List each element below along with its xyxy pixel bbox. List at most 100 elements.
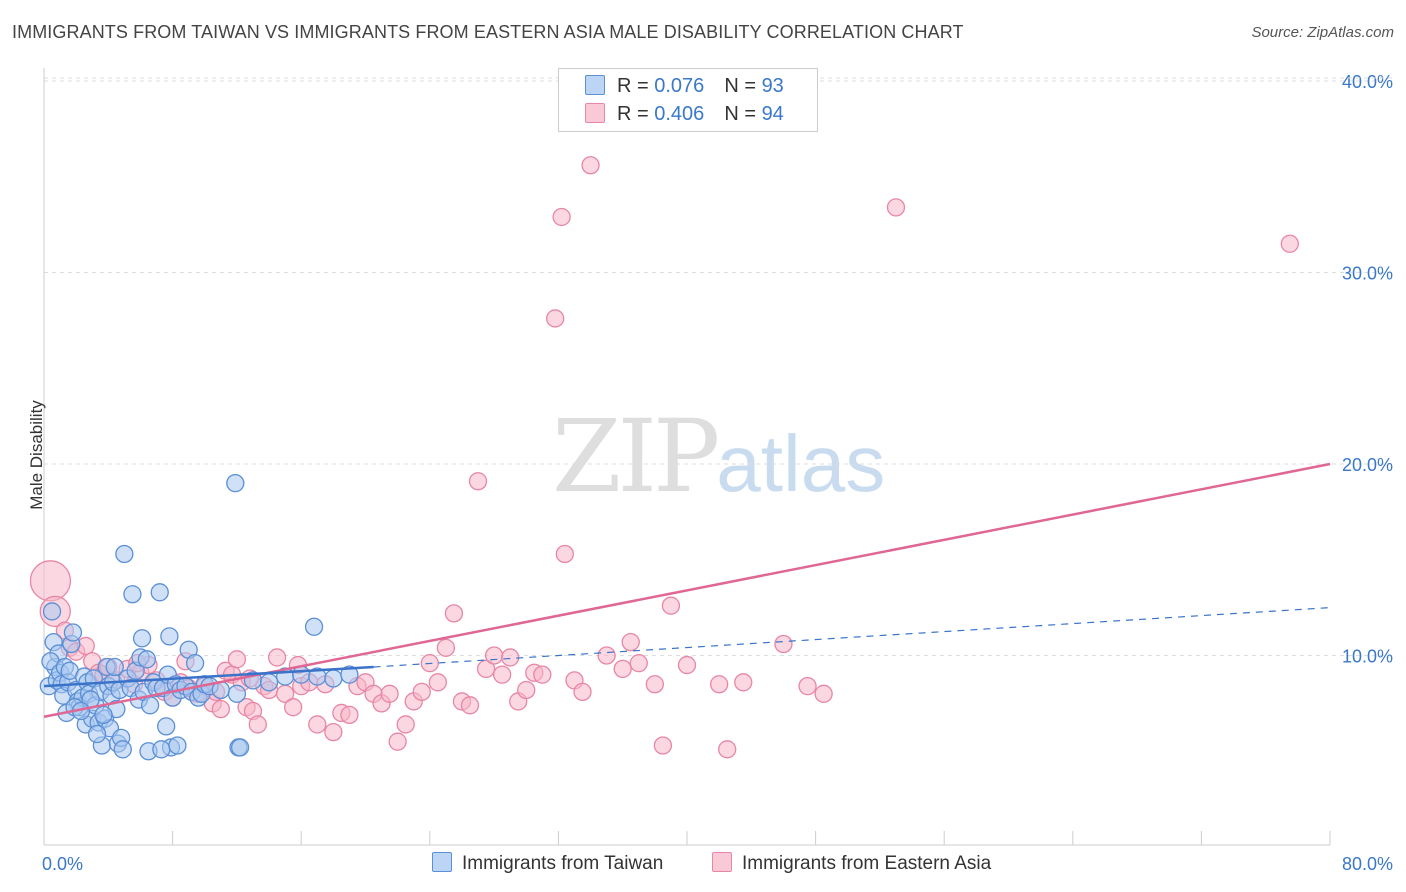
easia-point: [1280, 234, 1299, 253]
easia-point: [661, 596, 681, 615]
easia-point: [621, 632, 640, 652]
easia-point: [468, 472, 488, 491]
legend-r-value-easia: 0.406: [654, 103, 705, 125]
watermark: ZIPatlas: [552, 398, 885, 515]
legend-n-value-taiwan: 93: [761, 75, 784, 97]
legend-swatch-taiwan: [585, 75, 605, 95]
legend-row-taiwan: R = 0.076 N = 93: [585, 75, 784, 98]
easia-point: [428, 673, 447, 692]
x-tick-label-min: 0.0%: [42, 854, 83, 874]
easia-point: [248, 715, 267, 734]
easia-point: [814, 684, 833, 703]
legend-r-value-taiwan: 0.076: [654, 75, 705, 97]
taiwan-point: [63, 623, 83, 642]
x-tick-label-max: 80.0%: [1342, 854, 1393, 874]
bottom-legend-label-easia: Immigrants from Eastern Asia: [742, 853, 992, 874]
easia-point: [886, 198, 906, 217]
y-tick-label: 40.0%: [1342, 72, 1393, 92]
taiwan-point: [227, 684, 247, 703]
bottom-legend-swatch-taiwan: [432, 852, 452, 872]
taiwan-point: [137, 650, 157, 669]
y-axis-label: Male Disability: [27, 400, 46, 510]
watermark-atlas: atlas: [716, 419, 886, 508]
easia-point: [613, 659, 632, 679]
bottom-legend-swatch-easia: [712, 852, 732, 872]
bottom-legend-label-taiwan: Immigrants from Taiwan: [462, 853, 664, 874]
taiwan-point: [185, 654, 205, 673]
easia-point: [573, 682, 592, 702]
easia-point: [501, 648, 520, 667]
easia-point: [597, 646, 616, 665]
easia-point: [629, 654, 648, 673]
taiwan-trend-line-dashed: [373, 607, 1331, 668]
easia-point: [340, 705, 359, 725]
taiwan-point: [157, 717, 176, 736]
legend-n-label: N =: [724, 75, 756, 97]
easia-point: [211, 699, 230, 719]
legend-n-label: N =: [724, 103, 756, 125]
easia-point: [396, 715, 415, 734]
bottom-legend-easia: Immigrants from Eastern Asia: [712, 852, 991, 875]
taiwan-point: [123, 585, 142, 604]
easia-point: [734, 673, 753, 692]
easia-point: [460, 696, 480, 715]
easia-point: [388, 732, 407, 751]
bottom-legend-taiwan: Immigrants from Taiwan: [432, 852, 663, 875]
taiwan-point: [42, 602, 62, 621]
easia-point: [555, 544, 574, 564]
legend-r-label: R =: [617, 103, 649, 125]
taiwan-point: [132, 629, 152, 648]
easia-point: [492, 665, 512, 684]
taiwan-point: [340, 665, 359, 684]
easia-point: [284, 698, 303, 717]
taiwan-point: [226, 473, 245, 493]
easia-point: [653, 736, 673, 755]
stats-legend: R = 0.076 N = 93 R = 0.406 N = 94: [558, 68, 818, 132]
easia-point: [436, 638, 456, 657]
taiwan-point: [230, 738, 250, 757]
taiwan-point: [259, 673, 279, 692]
easia-point: [552, 207, 571, 227]
easia-point: [484, 646, 504, 665]
easia-point: [710, 675, 729, 694]
y-tick-label: 20.0%: [1342, 455, 1393, 475]
chart-title: IMMIGRANTS FROM TAIWAN VS IMMIGRANTS FRO…: [12, 22, 964, 42]
legend-r-label: R =: [617, 75, 649, 97]
legend-row-easia: R = 0.406 N = 94: [585, 103, 784, 126]
taiwan-point: [115, 544, 134, 564]
taiwan-point: [87, 724, 107, 744]
easia-point: [517, 680, 536, 700]
y-tick-label: 10.0%: [1342, 647, 1393, 667]
easia-point: [533, 665, 552, 684]
legend-swatch-easia: [585, 103, 605, 123]
easia-point: [29, 560, 72, 602]
easia-point: [774, 634, 793, 654]
easia-point: [308, 715, 327, 734]
easia-point: [476, 659, 496, 679]
easia-trend-line: [43, 462, 1331, 719]
taiwan-trend-line: [43, 665, 374, 688]
taiwan-point: [150, 583, 169, 602]
easia-point: [581, 156, 600, 175]
easia-point: [444, 604, 464, 623]
taiwan-point: [292, 665, 311, 684]
easia-point: [412, 682, 431, 702]
easia-point: [380, 684, 399, 703]
taiwan-point: [324, 669, 343, 688]
easia-point: [267, 648, 287, 667]
taiwan-point: [160, 627, 179, 646]
taiwan-point: [304, 617, 324, 636]
watermark-zip: ZIP: [552, 398, 720, 515]
taiwan-point: [94, 705, 113, 725]
taiwan-point: [105, 657, 124, 677]
easia-point: [324, 722, 343, 742]
taiwan-point: [140, 696, 160, 715]
legend-n-value-easia: 94: [761, 103, 784, 125]
taiwan-point: [113, 740, 132, 759]
source-note: Source: ZipAtlas.com: [1251, 24, 1394, 41]
easia-point: [645, 675, 664, 694]
easia-point: [546, 309, 565, 328]
taiwan-point: [168, 736, 187, 755]
y-tick-label: 30.0%: [1342, 264, 1393, 284]
